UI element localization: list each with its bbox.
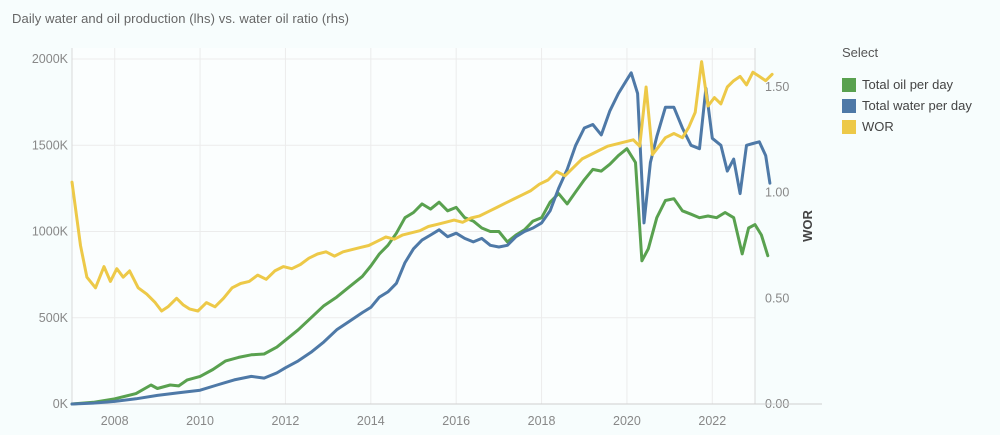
y-left-tick-label: 2000K (32, 52, 69, 66)
legend-item-wor[interactable]: WOR (842, 116, 972, 137)
plot-area (72, 48, 755, 404)
y-left-tick-label: 0K (53, 397, 69, 411)
x-tick-label: 2008 (101, 414, 129, 428)
series-line-wor (70, 60, 774, 313)
chart-title: Daily water and oil production (lhs) vs.… (12, 11, 350, 26)
legend-label-oil: Total oil per day (862, 77, 954, 92)
x-tick-label: 2016 (442, 414, 470, 428)
y-right-axis-title: WOR (800, 210, 815, 242)
y-left-tick-label: 1000K (32, 225, 69, 239)
legend: Select Total oil per day Total water per… (842, 45, 972, 137)
y-right-tick-label: 1.00 (765, 186, 789, 200)
series-line-oil (70, 147, 770, 406)
y-left-tick-label: 1500K (32, 138, 69, 152)
y-right-tick-label: 1.50 (765, 80, 789, 94)
legend-item-water[interactable]: Total water per day (842, 95, 972, 116)
legend-swatch-oil (842, 77, 856, 92)
x-tick-label: 2020 (613, 414, 641, 428)
x-tick-label: 2012 (272, 414, 300, 428)
legend-item-oil[interactable]: Total oil per day (842, 74, 972, 95)
legend-label-water: Total water per day (862, 98, 972, 113)
legend-title: Select (842, 45, 879, 60)
legend-label-wor: WOR (862, 119, 894, 134)
legend-swatch-water (842, 98, 856, 113)
y-right-tick-label: 0.50 (765, 291, 789, 305)
x-tick-label: 2014 (357, 414, 385, 428)
legend-swatch-wor (842, 119, 856, 134)
series-line-water (70, 71, 772, 406)
x-tick-label: 2010 (186, 414, 214, 428)
x-tick-label: 2022 (698, 414, 726, 428)
y-left-tick-label: 500K (39, 311, 69, 325)
x-tick-label: 2018 (528, 414, 556, 428)
